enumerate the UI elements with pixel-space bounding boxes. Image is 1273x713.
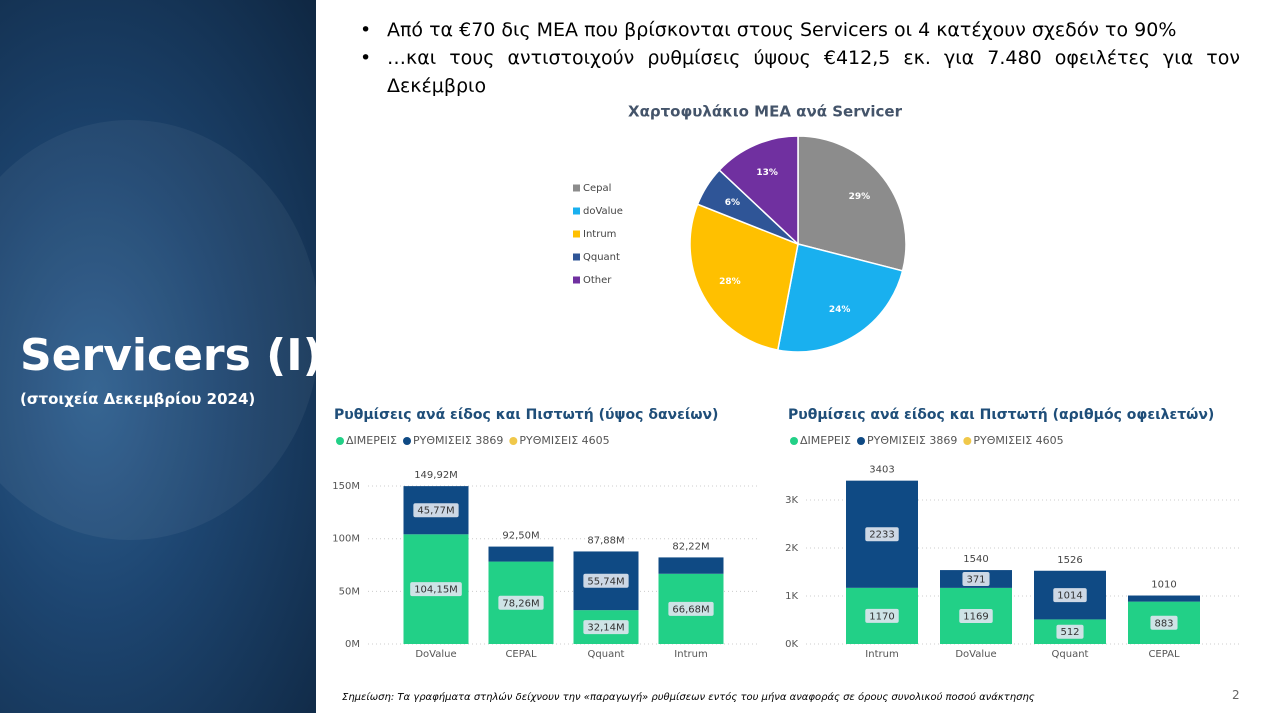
legend-swatch xyxy=(573,230,580,238)
legend-label: Intrum xyxy=(583,229,616,240)
legend-label: Other xyxy=(583,275,612,286)
label-box xyxy=(959,608,993,623)
y-tick-label: 3K xyxy=(785,495,798,506)
data-label: 32,14M xyxy=(587,623,624,634)
chart-title: Ρυθμίσεις ανά είδος και Πιστωτή (ύψος δα… xyxy=(334,407,718,423)
legend-swatch xyxy=(573,253,580,261)
y-tick-label: 100M xyxy=(332,534,360,545)
pie-slice xyxy=(689,203,799,351)
total-label: 1526 xyxy=(1057,555,1082,566)
y-tick-label: 1K xyxy=(785,591,798,602)
data-label: 1014 xyxy=(1057,591,1082,602)
x-tick-label: CEPAL xyxy=(1148,649,1180,660)
chart-title: Χαρτοφυλάκιο ΜΕΑ ανά Servicer xyxy=(628,103,903,121)
y-tick-label: 2K xyxy=(785,543,798,554)
legend-label: ΔΙΜΕΡΕΙΣ xyxy=(346,434,397,447)
data-label: 1170 xyxy=(869,611,894,622)
legend-marker xyxy=(509,437,518,445)
legend-label: ΡΥΘΜΙΣΕΙΣ 3869 xyxy=(413,434,503,447)
legend-label: doValue xyxy=(583,206,623,217)
label-box xyxy=(865,608,899,623)
x-tick-label: Intrum xyxy=(674,649,707,660)
label-box xyxy=(410,582,462,597)
legend-marker xyxy=(336,437,344,445)
slide-subtitle: (στοιχεία Δεκεμβρίου 2024) xyxy=(20,390,256,408)
slide-title: Servicers (I) xyxy=(20,330,323,381)
legend-label: ΔΙΜΕΡΕΙΣ xyxy=(800,434,851,447)
data-label: 1169 xyxy=(963,611,988,622)
legend-marker xyxy=(857,437,865,445)
total-label: 92,50M xyxy=(502,531,539,542)
total-label: 82,22M xyxy=(672,541,709,552)
data-label: 2233 xyxy=(869,530,894,541)
decoration xyxy=(0,120,320,540)
data-label: 883 xyxy=(1154,618,1173,629)
bullet-list: Από τα €70 δις ΜΕΑ που βρίσκονται στους … xyxy=(360,16,1240,100)
data-label: 55,74M xyxy=(587,576,624,587)
bar-segment xyxy=(1128,595,1200,602)
data-label: 13% xyxy=(756,168,778,178)
y-tick-label: 0K xyxy=(785,639,798,650)
legend-marker xyxy=(963,437,972,445)
data-label: 78,26M xyxy=(502,598,539,609)
x-tick-label: Qquant xyxy=(1052,649,1089,660)
data-label: 24% xyxy=(829,305,851,315)
legend-label: ΡΥΘΜΙΣΕΙΣ 4605 xyxy=(973,434,1063,447)
x-tick-label: DoValue xyxy=(955,649,996,660)
pie-slice xyxy=(776,243,904,353)
legend-marker xyxy=(403,437,411,445)
data-label: 371 xyxy=(966,574,985,585)
label-box xyxy=(1053,588,1087,603)
label-box xyxy=(1150,615,1178,630)
bar-segment xyxy=(658,557,724,574)
footnote: Σημείωση: Τα γραφήματα στηλών δείχνουν τ… xyxy=(342,692,1035,703)
label-box xyxy=(413,503,459,518)
chart-title: Ρυθμίσεις ανά είδος και Πιστωτή (αριθμός… xyxy=(788,407,1214,423)
side-panel xyxy=(0,0,320,713)
total-label: 3403 xyxy=(869,465,894,476)
legend-swatch xyxy=(573,207,580,215)
label-box xyxy=(668,601,714,616)
x-tick-label: Intrum xyxy=(865,649,898,660)
total-label: 1010 xyxy=(1151,580,1176,591)
page-number: 2 xyxy=(1232,688,1240,702)
x-tick-label: Qquant xyxy=(588,649,625,660)
pie-slice xyxy=(718,135,799,246)
label-box xyxy=(583,573,629,588)
label-box xyxy=(865,527,899,542)
x-tick-label: CEPAL xyxy=(505,649,537,660)
legend-label: ΡΥΘΜΙΣΕΙΣ 4605 xyxy=(519,434,609,447)
legend-label: ΡΥΘΜΙΣΕΙΣ 3869 xyxy=(867,434,957,447)
total-label: 149,92M xyxy=(414,470,458,481)
data-label: 45,77M xyxy=(417,506,454,517)
total-label: 87,88M xyxy=(587,535,624,546)
legend-label: Qquant xyxy=(583,252,620,263)
legend-marker xyxy=(790,437,798,445)
bullet: …και τους αντιστοιχούν ρυθμίσεις ύψους €… xyxy=(360,44,1240,100)
bullet: Από τα €70 δις ΜΕΑ που βρίσκονται στους … xyxy=(360,16,1240,44)
data-label: 6% xyxy=(725,198,740,208)
label-box xyxy=(962,571,990,586)
data-label: 66,68M xyxy=(672,604,709,615)
total-label: 1540 xyxy=(963,554,988,565)
y-tick-label: 150M xyxy=(332,481,360,492)
label-box xyxy=(498,595,544,610)
label-box xyxy=(583,620,629,635)
legend-swatch xyxy=(573,184,580,192)
x-tick-label: DoValue xyxy=(415,649,456,660)
legend-swatch xyxy=(573,276,580,284)
bar-segment xyxy=(488,546,554,562)
legend-label: Cepal xyxy=(583,183,611,194)
y-tick-label: 0M xyxy=(345,639,360,650)
data-label: 512 xyxy=(1060,627,1079,638)
data-label: 104,15M xyxy=(414,585,458,596)
label-box xyxy=(1056,624,1084,639)
data-label: 28% xyxy=(719,277,741,287)
data-label: 29% xyxy=(849,192,871,202)
pie-slice xyxy=(797,135,907,272)
y-tick-label: 50M xyxy=(339,586,360,597)
